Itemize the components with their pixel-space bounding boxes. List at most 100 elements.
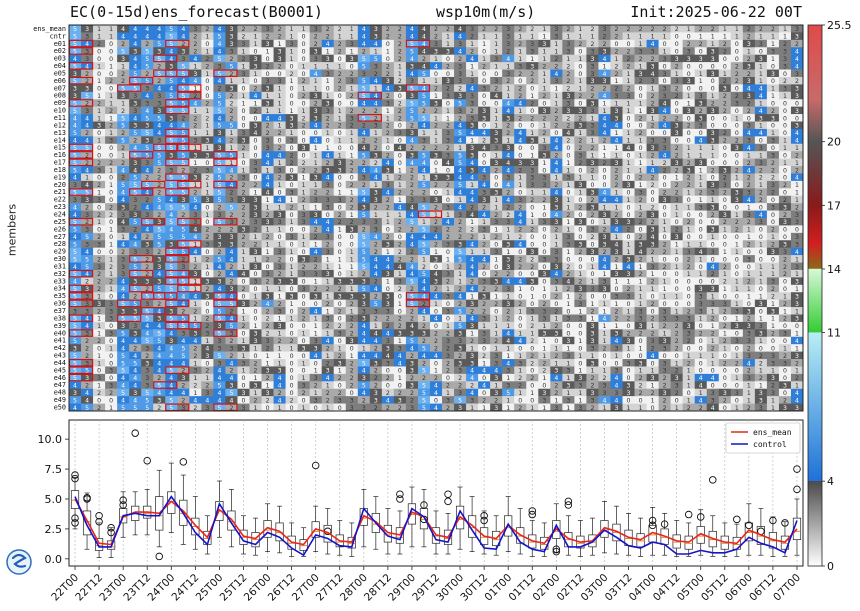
heatmap-cell-value: 3 [627,182,631,189]
heatmap-cell [249,106,262,115]
heatmap-cell-value: 5 [145,63,149,70]
heatmap-cell [598,218,611,226]
heatmap-cell-value: 1 [699,175,703,182]
heatmap-cell [285,277,298,286]
heatmap-cell-value: 4 [518,130,522,137]
heatmap-cell-value: 1 [97,115,101,122]
heatmap-cell [225,32,238,41]
heatmap-cell [766,84,780,93]
heatmap-cell-value: 4 [85,123,89,130]
heatmap-cell-value: 2 [578,115,582,122]
heatmap-cell [778,269,792,278]
heatmap-cell-value: 3 [133,212,137,219]
heatmap-cell-value: 2 [735,227,739,234]
heatmap-cell-value: 2 [410,145,414,152]
heatmap-cell-value: 1 [290,26,294,33]
heatmap-cell [730,106,744,115]
heatmap-cell-value: 2 [687,123,691,130]
heatmap-cell-value: 2 [566,26,570,33]
heatmap-cell [285,166,298,174]
heatmap-cell-value: 2 [386,130,390,137]
heatmap-cell [646,277,659,286]
heatmap-cell [442,188,455,197]
heatmap-cell [345,284,359,293]
heatmap-cell [514,180,527,189]
heatmap-cell-value: 3 [663,71,667,78]
heatmap-cell [754,25,768,33]
heatmap-cell [165,210,178,219]
heatmap-cell-value: 3 [97,123,101,130]
heatmap-cell [466,269,479,278]
heatmap-cell [93,232,106,241]
heatmap-cell-value: 3 [85,86,89,93]
heatmap-cell [357,128,371,137]
heatmap-cell [189,143,202,152]
heatmap-cell-value: 0 [109,219,113,226]
heatmap-cell [466,232,479,241]
heatmap-cell [309,269,322,278]
heatmap-cell-value: 3 [771,48,775,55]
heatmap-cell-value: 1 [554,41,558,48]
heatmap-cell-value: 4 [494,93,498,100]
heatmap-cell-value: 5 [157,41,161,48]
heatmap-cell-value: 2 [771,26,775,33]
heatmap-cell-value: 3 [229,241,233,248]
heatmap-cell [514,218,527,226]
heatmap-cell [165,240,178,248]
heatmap-cell-value: 1 [470,182,474,189]
heatmap-cell-value: 0 [290,212,294,219]
heatmap-cell [369,76,383,85]
heatmap-cell [790,240,804,248]
heatmap-cell [742,269,756,278]
heatmap-cell [466,210,479,219]
heatmap-cell-value: 2 [747,219,751,226]
heatmap-cell-value: 1 [338,138,342,145]
heatmap-cell [598,262,611,271]
heatmap-cell-value: 1 [205,212,209,219]
heatmap-cell [682,143,695,152]
heatmap-cell [381,121,395,130]
heatmap-cell [201,218,214,226]
heatmap-cell [742,54,756,63]
heatmap-cell [718,151,732,159]
heatmap-cell-value: 1 [639,34,643,41]
heatmap-cell [249,203,262,211]
heatmap-cell-value: 3 [362,204,366,211]
heatmap-cell [429,240,443,248]
heatmap-cell [129,99,142,107]
heatmap-cell-value: 4 [266,182,270,189]
heatmap-cell [790,47,804,55]
heatmap-cell-value: 1 [205,190,209,197]
heatmap-cell [81,292,94,300]
heatmap-cell [93,284,106,293]
heatmap-cell-value: 2 [434,241,438,248]
heatmap-cell [454,32,467,41]
heatmap-cell-value: 2 [783,78,787,85]
heatmap-cell [165,166,178,174]
heatmap-cell [478,143,491,152]
heatmap-cell [417,277,431,286]
heatmap-cell [189,99,202,107]
heatmap-cell-value: 4 [326,219,330,226]
heatmap-cell [249,76,262,85]
heatmap-cell-value: 2 [109,204,113,211]
heatmap-cell-value: 4 [362,34,366,41]
heatmap-cell [694,255,708,263]
heatmap-cell [393,32,407,41]
heatmap-cell-value: 0 [711,78,715,85]
heatmap-cell-value: 1 [470,219,474,226]
heatmap-cell [454,47,467,55]
heatmap-cell-value: 4 [482,182,486,189]
heatmap-cell [405,54,419,63]
heatmap-cell [634,121,647,130]
heatmap-cell [790,143,804,152]
heatmap-cell-value: 1 [398,197,402,204]
heatmap-cell [297,54,310,63]
heatmap-cell-value: 2 [482,138,486,145]
heatmap-cell [526,114,539,122]
heatmap-cell-value: 0 [109,145,113,152]
heatmap-cell [81,25,94,33]
heatmap-cell [454,25,467,33]
heatmap-cell-value: 4 [554,190,558,197]
heatmap-cell [550,247,563,256]
